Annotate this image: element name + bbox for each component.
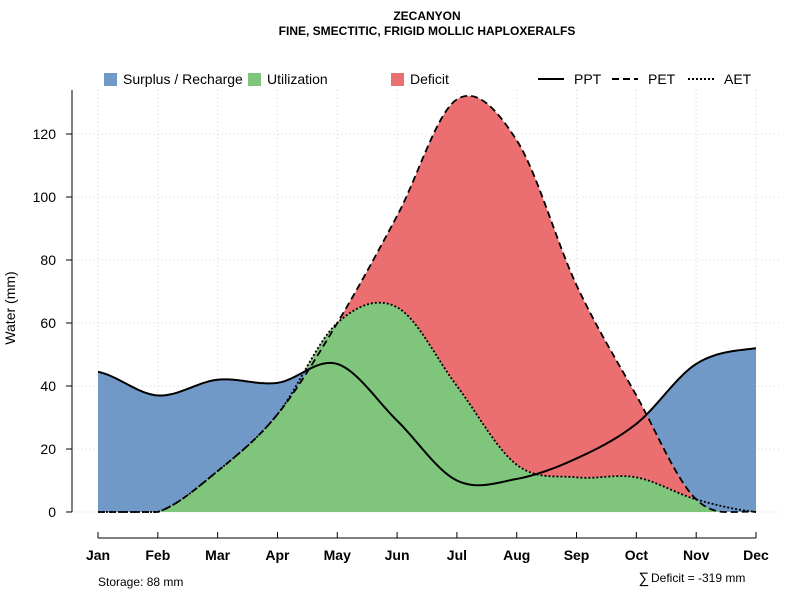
y-tick-label: 100 [33,189,57,205]
legend-label: Surplus / Recharge [123,71,243,87]
x-tick-label: Jan [86,547,110,563]
x-tick-label: Apr [265,547,290,563]
x-tick-label: May [324,547,351,563]
x-tick-label: Jul [447,547,467,563]
deficit-note: Deficit = -319 mm [651,571,745,585]
y-tick-label: 120 [33,126,57,142]
y-tick-label: 0 [48,504,56,520]
chart-title: ZECANYON [393,9,460,23]
axes: 0 20 40 60 80 100 120 Jan Feb Mar Apr May Jun Jul Aug S… [33,90,769,563]
y-axis-label: Water (mm) [2,271,18,344]
legend: Surplus / Recharge Utilization Deficit PPT P… [104,71,752,87]
storage-note: Storage: 88 mm [98,575,183,589]
x-tick-label: Feb [145,547,170,563]
ppt-line [97,347,757,487]
legend-label: Utilization [267,71,328,87]
series-lines [97,94,757,513]
legend-swatch [391,73,404,86]
utilization-area [98,302,756,512]
y-tick-label: 20 [40,441,56,457]
x-tick-label: Sep [564,547,590,563]
surplus-recharge-area [98,95,756,512]
x-tick-label: Mar [205,547,230,563]
y-tick-label: 40 [40,378,56,394]
legend-label: Deficit [410,71,449,87]
legend-label: PET [648,71,676,87]
deficit-area [98,95,756,512]
water-balance-areas [98,95,756,512]
legend-label: AET [724,71,752,87]
x-tick-label: Dec [743,547,769,563]
aet-line [98,301,757,513]
legend-label: PPT [574,71,602,87]
x-tick-label: Aug [503,547,530,563]
x-tick-label: Nov [683,547,710,563]
chart-subtitle: FINE, SMECTITIC, FRIGID MOLLIC HAPLOXERA… [279,24,576,38]
x-tick-label: Oct [625,547,649,563]
y-tick-label: 80 [40,252,56,268]
y-tick-label: 60 [40,315,56,331]
legend-swatch [104,73,117,86]
x-tick-label: Jun [385,547,410,563]
legend-swatch [248,73,261,86]
sum-symbol: ∑ [639,570,650,587]
